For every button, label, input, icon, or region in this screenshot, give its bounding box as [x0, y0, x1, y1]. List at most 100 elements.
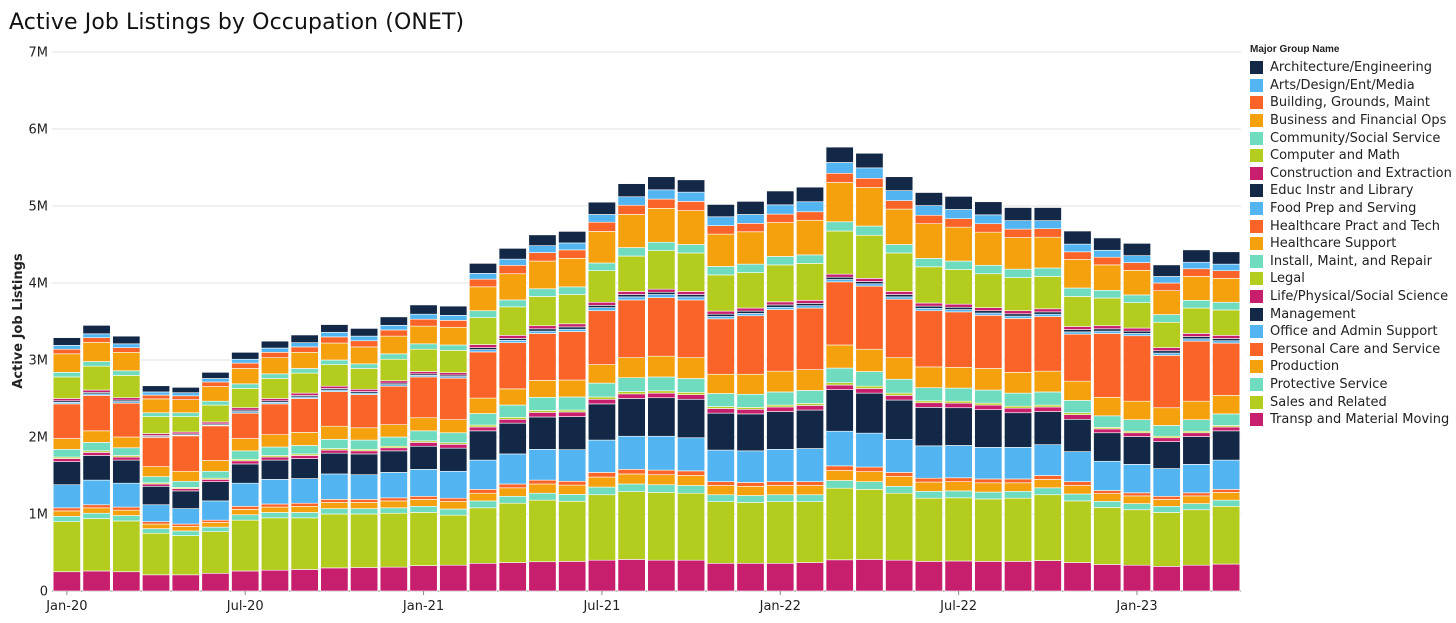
bar-segment[interactable]	[112, 509, 141, 516]
bar-segment[interactable]	[855, 371, 884, 387]
bar-segment[interactable]	[1122, 243, 1151, 256]
bar-segment[interactable]	[944, 367, 973, 389]
bar-segment[interactable]	[736, 495, 765, 503]
bar-segment[interactable]	[290, 346, 319, 353]
bar-segment[interactable]	[1122, 436, 1151, 465]
bar-segment[interactable]	[171, 412, 200, 417]
bar-segment[interactable]	[528, 234, 557, 246]
bar-segment[interactable]	[1212, 395, 1241, 415]
bar-segment[interactable]	[587, 310, 616, 365]
bar-segment[interactable]	[736, 272, 765, 309]
bar-segment[interactable]	[974, 498, 1003, 562]
bar-segment[interactable]	[528, 296, 557, 327]
bar-segment[interactable]	[796, 305, 824, 309]
legend-item[interactable]: Install, Maint, and Repair	[1250, 253, 1456, 271]
bar-segment[interactable]	[766, 485, 795, 496]
bar-segment[interactable]	[558, 396, 587, 411]
bar-stack-Sep-20[interactable]	[290, 334, 319, 592]
bar-segment[interactable]	[260, 351, 289, 358]
bar-segment[interactable]	[142, 391, 171, 396]
bar-segment[interactable]	[944, 387, 973, 402]
bar-segment[interactable]	[409, 512, 438, 566]
bar-segment[interactable]	[498, 502, 527, 563]
bar-segment[interactable]	[766, 213, 795, 223]
bar-segment[interactable]	[647, 474, 676, 486]
bar-segment[interactable]	[855, 225, 884, 236]
bar-segment[interactable]	[1152, 468, 1181, 497]
bar-segment[interactable]	[1004, 207, 1033, 221]
bar-segment[interactable]	[1182, 464, 1211, 494]
bar-segment[interactable]	[914, 305, 943, 309]
bar-segment[interactable]	[796, 219, 824, 256]
bar-segment[interactable]	[914, 407, 943, 447]
bar-segment[interactable]	[1004, 482, 1033, 492]
bar-segment[interactable]	[1004, 561, 1033, 592]
bar-segment[interactable]	[320, 439, 349, 449]
bar-segment[interactable]	[766, 264, 795, 303]
bar-segment[interactable]	[736, 263, 765, 273]
bar-segment[interactable]	[290, 368, 319, 374]
bar-segment[interactable]	[796, 501, 824, 563]
bar-segment[interactable]	[647, 297, 676, 357]
bar-segment[interactable]	[558, 258, 587, 288]
bar-segment[interactable]	[379, 329, 408, 337]
bar-segment[interactable]	[1033, 276, 1062, 310]
bar-segment[interactable]	[142, 574, 171, 592]
bar-segment[interactable]	[1033, 311, 1062, 315]
bar-segment[interactable]	[379, 500, 408, 509]
bar-segment[interactable]	[409, 417, 438, 432]
bar-segment[interactable]	[587, 476, 616, 488]
bar-segment[interactable]	[825, 389, 854, 432]
bar-segment[interactable]	[1004, 277, 1033, 312]
bar-segment[interactable]	[231, 368, 260, 385]
bar-segment[interactable]	[52, 507, 81, 512]
bar-segment[interactable]	[1212, 270, 1241, 279]
bar-stack-Feb-21[interactable]	[439, 305, 468, 592]
bar-segment[interactable]	[1212, 426, 1241, 432]
bar-segment[interactable]	[558, 449, 587, 482]
bar-segment[interactable]	[1122, 330, 1151, 334]
bar-segment[interactable]	[885, 252, 914, 292]
legend-item[interactable]: Construction and Extraction	[1250, 165, 1456, 183]
legend-item[interactable]: Arts/Design/Ent/Media	[1250, 77, 1456, 95]
legend-item[interactable]: Sales and Related	[1250, 393, 1456, 411]
bar-segment[interactable]	[855, 283, 884, 287]
bar-segment[interactable]	[587, 396, 616, 400]
bar-segment[interactable]	[350, 388, 379, 392]
bar-segment[interactable]	[617, 473, 646, 485]
bar-segment[interactable]	[558, 331, 587, 381]
bar-segment[interactable]	[855, 471, 884, 482]
bar-segment[interactable]	[201, 481, 230, 502]
bar-segment[interactable]	[290, 517, 319, 570]
bar-segment[interactable]	[290, 432, 319, 446]
bar-segment[interactable]	[1122, 302, 1151, 329]
bar-segment[interactable]	[409, 343, 438, 350]
bar-segment[interactable]	[469, 344, 497, 348]
bar-segment[interactable]	[439, 497, 468, 502]
bar-segment[interactable]	[1033, 444, 1062, 476]
bar-segment[interactable]	[796, 201, 824, 213]
bar-segment[interactable]	[112, 347, 141, 353]
bar-segment[interactable]	[171, 399, 200, 414]
bar-segment[interactable]	[528, 561, 557, 592]
bar-segment[interactable]	[825, 480, 854, 489]
bar-segment[interactable]	[260, 434, 289, 448]
bar-segment[interactable]	[1093, 490, 1122, 494]
bar-segment[interactable]	[1063, 287, 1092, 297]
bar-segment[interactable]	[171, 488, 200, 492]
bar-stack-Jun-20[interactable]	[201, 372, 230, 592]
bar-segment[interactable]	[498, 258, 527, 266]
bar-segment[interactable]	[736, 562, 765, 592]
bar-segment[interactable]	[855, 481, 884, 490]
bar-segment[interactable]	[498, 306, 527, 336]
bar-segment[interactable]	[82, 365, 111, 391]
bar-segment[interactable]	[469, 507, 497, 564]
bar-segment[interactable]	[320, 342, 349, 361]
bar-segment[interactable]	[52, 521, 81, 573]
bar-segment[interactable]	[855, 285, 884, 350]
bar-segment[interactable]	[379, 316, 408, 326]
bar-segment[interactable]	[558, 494, 587, 502]
bar-segment[interactable]	[350, 499, 379, 503]
bar-segment[interactable]	[1063, 296, 1092, 327]
bar-segment[interactable]	[409, 376, 438, 419]
